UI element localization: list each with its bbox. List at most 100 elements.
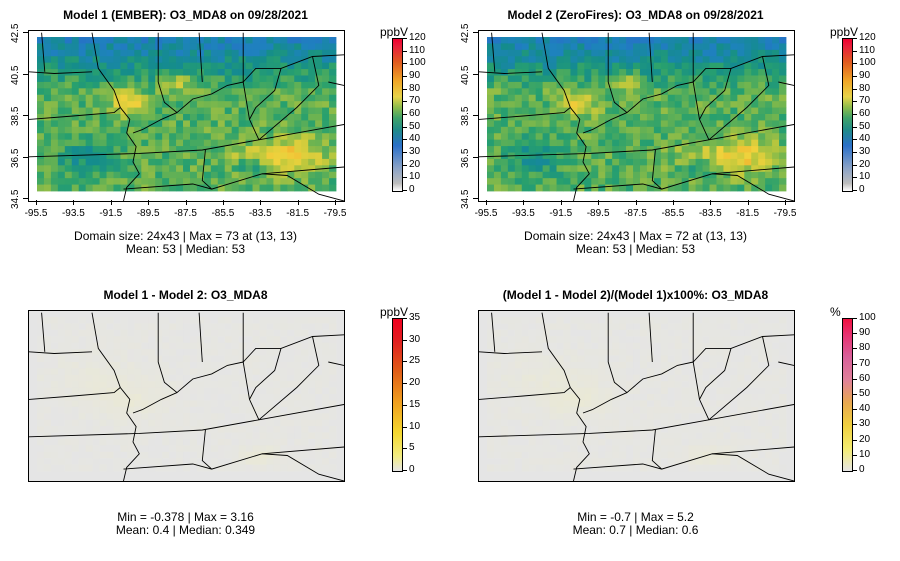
grid-cell bbox=[169, 323, 177, 331]
grid-cell bbox=[252, 75, 260, 83]
grid-cell bbox=[217, 381, 226, 388]
grid-cell bbox=[584, 336, 592, 344]
grid-cell bbox=[134, 81, 142, 89]
grid-cell bbox=[301, 387, 309, 395]
grid-cell bbox=[259, 432, 267, 440]
grid-cell bbox=[591, 458, 599, 465]
grid-cell bbox=[113, 419, 121, 427]
grid-cell bbox=[487, 406, 495, 414]
grid-cell bbox=[217, 81, 226, 89]
grid-cell bbox=[772, 94, 780, 102]
grid-cell bbox=[653, 178, 662, 185]
grid-cell bbox=[57, 387, 66, 395]
grid-cell bbox=[751, 419, 759, 427]
grid-cell bbox=[287, 94, 295, 102]
grid-cell bbox=[751, 184, 759, 192]
grid-cell bbox=[779, 56, 787, 64]
grid-cell bbox=[507, 419, 516, 427]
grid-cell bbox=[238, 43, 246, 51]
grid-cell bbox=[577, 374, 585, 382]
grid-cell bbox=[660, 133, 669, 141]
grid-cell bbox=[549, 56, 557, 64]
grid-cell bbox=[765, 49, 773, 57]
colorbar-tick bbox=[853, 394, 857, 395]
grid-cell bbox=[322, 88, 330, 96]
grid-cell bbox=[737, 139, 745, 147]
grid-cell bbox=[273, 126, 281, 134]
grid-cell bbox=[688, 342, 696, 350]
grid-cell bbox=[50, 178, 59, 185]
grid-cell bbox=[294, 406, 302, 414]
grid-cell bbox=[176, 464, 184, 472]
grid-cell bbox=[176, 387, 184, 395]
grid-cell bbox=[308, 342, 316, 350]
grid-cell bbox=[521, 146, 530, 153]
grid-cell bbox=[507, 88, 516, 96]
grid-cell bbox=[189, 374, 198, 382]
grid-cell bbox=[308, 133, 316, 141]
grid-cell bbox=[487, 114, 495, 121]
grid-cell bbox=[238, 458, 246, 465]
grid-cell bbox=[71, 445, 80, 453]
grid-cell bbox=[507, 355, 516, 363]
grid-cell bbox=[549, 317, 557, 324]
grid-cell bbox=[259, 94, 267, 102]
grid-cell bbox=[709, 361, 717, 369]
grid-cell bbox=[57, 62, 66, 70]
grid-cell bbox=[162, 158, 170, 166]
grid-cell bbox=[577, 400, 585, 408]
grid-cell bbox=[535, 158, 544, 166]
grid-cell bbox=[507, 43, 516, 51]
grid-cell bbox=[287, 329, 295, 337]
grid-cell bbox=[162, 317, 170, 324]
grid-cell bbox=[252, 317, 260, 324]
grid-cell bbox=[183, 146, 191, 153]
grid-cell bbox=[556, 158, 564, 166]
grid-cell bbox=[639, 158, 648, 166]
grid-cell bbox=[301, 62, 309, 70]
grid-cell bbox=[259, 317, 267, 324]
grid-cell bbox=[751, 368, 759, 376]
grid-cell bbox=[535, 355, 544, 363]
grid-cell bbox=[120, 458, 128, 465]
grid-cell bbox=[507, 387, 516, 395]
grid-cell bbox=[148, 426, 156, 433]
grid-cell bbox=[646, 126, 655, 134]
grid-cell bbox=[688, 94, 696, 102]
grid-cell bbox=[660, 419, 669, 427]
grid-cell bbox=[751, 152, 759, 160]
grid-cell bbox=[148, 114, 156, 121]
grid-cell bbox=[493, 329, 502, 337]
grid-cell bbox=[723, 184, 731, 192]
grid-cell bbox=[231, 101, 240, 108]
grid-cell bbox=[549, 107, 557, 115]
grid-cell bbox=[329, 94, 337, 102]
grid-cell bbox=[612, 336, 620, 344]
grid-cell bbox=[646, 419, 655, 427]
grid-cell bbox=[259, 49, 267, 57]
grid-cell bbox=[730, 361, 738, 369]
grid-cell bbox=[598, 451, 606, 459]
grid-cell bbox=[224, 56, 233, 64]
grid-cell bbox=[716, 139, 724, 147]
grid-cell bbox=[210, 317, 219, 324]
grid-cell bbox=[681, 426, 690, 433]
grid-cell bbox=[605, 139, 613, 147]
grid-cell bbox=[605, 62, 613, 70]
grid-cell bbox=[744, 329, 752, 337]
grid-cell bbox=[493, 158, 502, 166]
colorbar bbox=[842, 318, 853, 472]
grid-cell bbox=[577, 126, 585, 134]
grid-cell bbox=[779, 126, 787, 134]
grid-cell bbox=[737, 158, 745, 166]
grid-cell bbox=[744, 432, 752, 440]
grid-cell bbox=[626, 400, 634, 408]
grid-cell bbox=[626, 368, 634, 376]
grid-cell bbox=[155, 445, 163, 453]
grid-cell bbox=[626, 394, 634, 401]
grid-cell bbox=[577, 43, 585, 51]
grid-cell bbox=[626, 381, 634, 388]
grid-cell bbox=[737, 165, 745, 173]
grid-cell bbox=[521, 329, 530, 337]
grid-cell bbox=[737, 349, 745, 356]
